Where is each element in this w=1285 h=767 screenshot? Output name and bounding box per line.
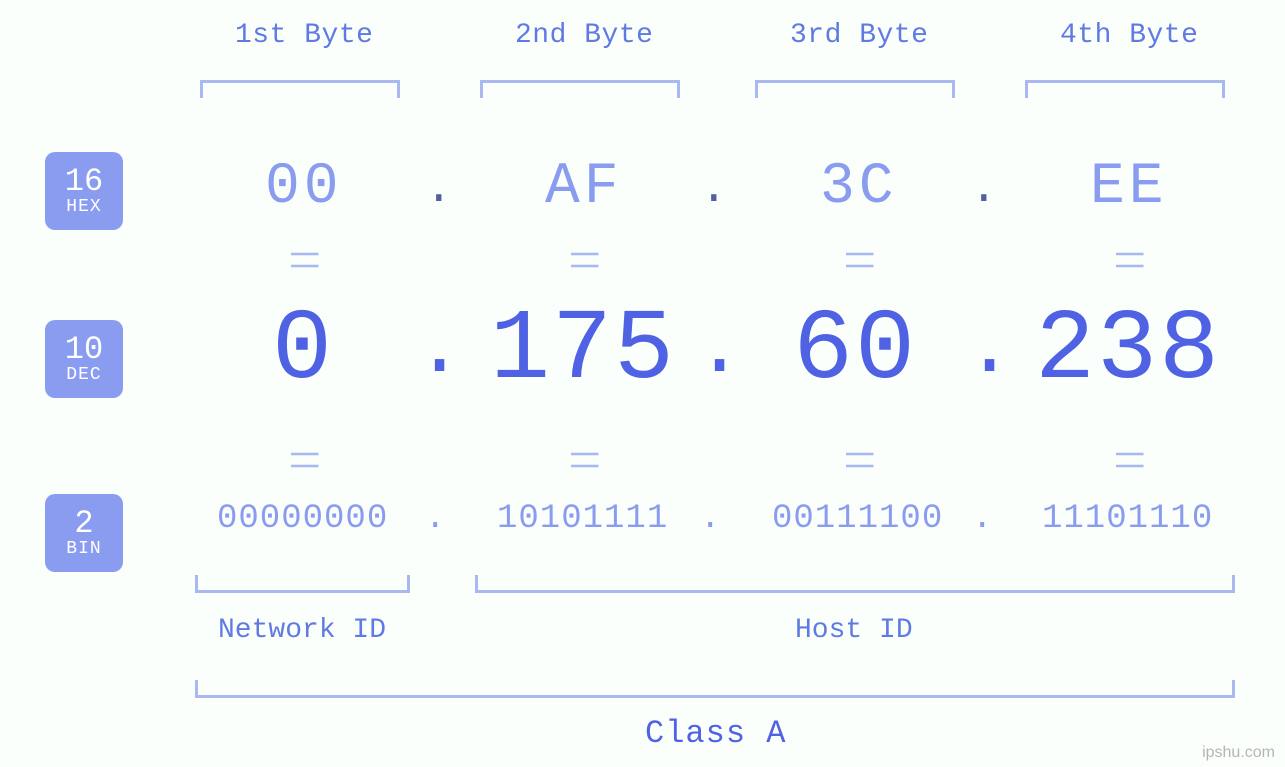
- eq-1-4: ||: [1112, 245, 1146, 269]
- hex-dot-3: .: [970, 163, 998, 215]
- class-label: Class A: [645, 715, 786, 752]
- byte-label-1: 1st Byte: [235, 20, 373, 51]
- byte-bracket-3: [755, 80, 955, 98]
- class-bracket: [195, 680, 1235, 698]
- eq-2-4: ||: [1112, 445, 1146, 469]
- badge-bin-txt: BIN: [66, 540, 101, 559]
- dec-4: 238: [1035, 295, 1221, 408]
- byte-label-4: 4th Byte: [1060, 20, 1198, 51]
- bin-3: 00111100: [772, 500, 943, 538]
- badge-dec-txt: DEC: [66, 366, 101, 385]
- bin-1: 00000000: [217, 500, 388, 538]
- byte-bracket-4: [1025, 80, 1225, 98]
- badge-hex: 16 HEX: [45, 152, 123, 230]
- bin-4: 11101110: [1042, 500, 1213, 538]
- dec-1: 0: [272, 295, 334, 408]
- eq-2-1: ||: [287, 445, 321, 469]
- byte-bracket-1: [200, 80, 400, 98]
- badge-dec: 10 DEC: [45, 320, 123, 398]
- dec-2: 175: [490, 295, 676, 408]
- byte-bracket-2: [480, 80, 680, 98]
- hex-3: 3C: [820, 155, 898, 220]
- dec-dot-3: .: [965, 303, 1014, 396]
- eq-2-3: ||: [842, 445, 876, 469]
- badge-hex-txt: HEX: [66, 198, 101, 217]
- bin-dot-1: .: [425, 500, 445, 538]
- dec-3: 60: [793, 295, 917, 408]
- bin-dot-3: .: [972, 500, 992, 538]
- dec-dot-2: .: [695, 303, 744, 396]
- badge-bin: 2 BIN: [45, 494, 123, 572]
- hex-4: EE: [1090, 155, 1168, 220]
- bin-2: 10101111: [497, 500, 668, 538]
- eq-1-2: ||: [567, 245, 601, 269]
- eq-1-1: ||: [287, 245, 321, 269]
- hex-1: 00: [265, 155, 343, 220]
- watermark: ipshu.com: [1202, 744, 1275, 762]
- byte-label-2: 2nd Byte: [515, 20, 653, 51]
- network-bracket: [195, 575, 410, 593]
- host-label: Host ID: [795, 615, 913, 646]
- ip-diagram: 16 HEX 10 DEC 2 BIN 1st Byte 2nd Byte 3r…: [0, 0, 1285, 767]
- hex-2: AF: [545, 155, 623, 220]
- host-bracket: [475, 575, 1235, 593]
- bin-dot-2: .: [700, 500, 720, 538]
- hex-dot-2: .: [700, 163, 728, 215]
- badge-dec-num: 10: [65, 333, 103, 367]
- hex-dot-1: .: [425, 163, 453, 215]
- badge-hex-num: 16: [65, 165, 103, 199]
- eq-1-3: ||: [842, 245, 876, 269]
- dec-dot-1: .: [415, 303, 464, 396]
- badge-bin-num: 2: [74, 507, 93, 541]
- network-label: Network ID: [218, 615, 386, 646]
- byte-label-3: 3rd Byte: [790, 20, 928, 51]
- eq-2-2: ||: [567, 445, 601, 469]
